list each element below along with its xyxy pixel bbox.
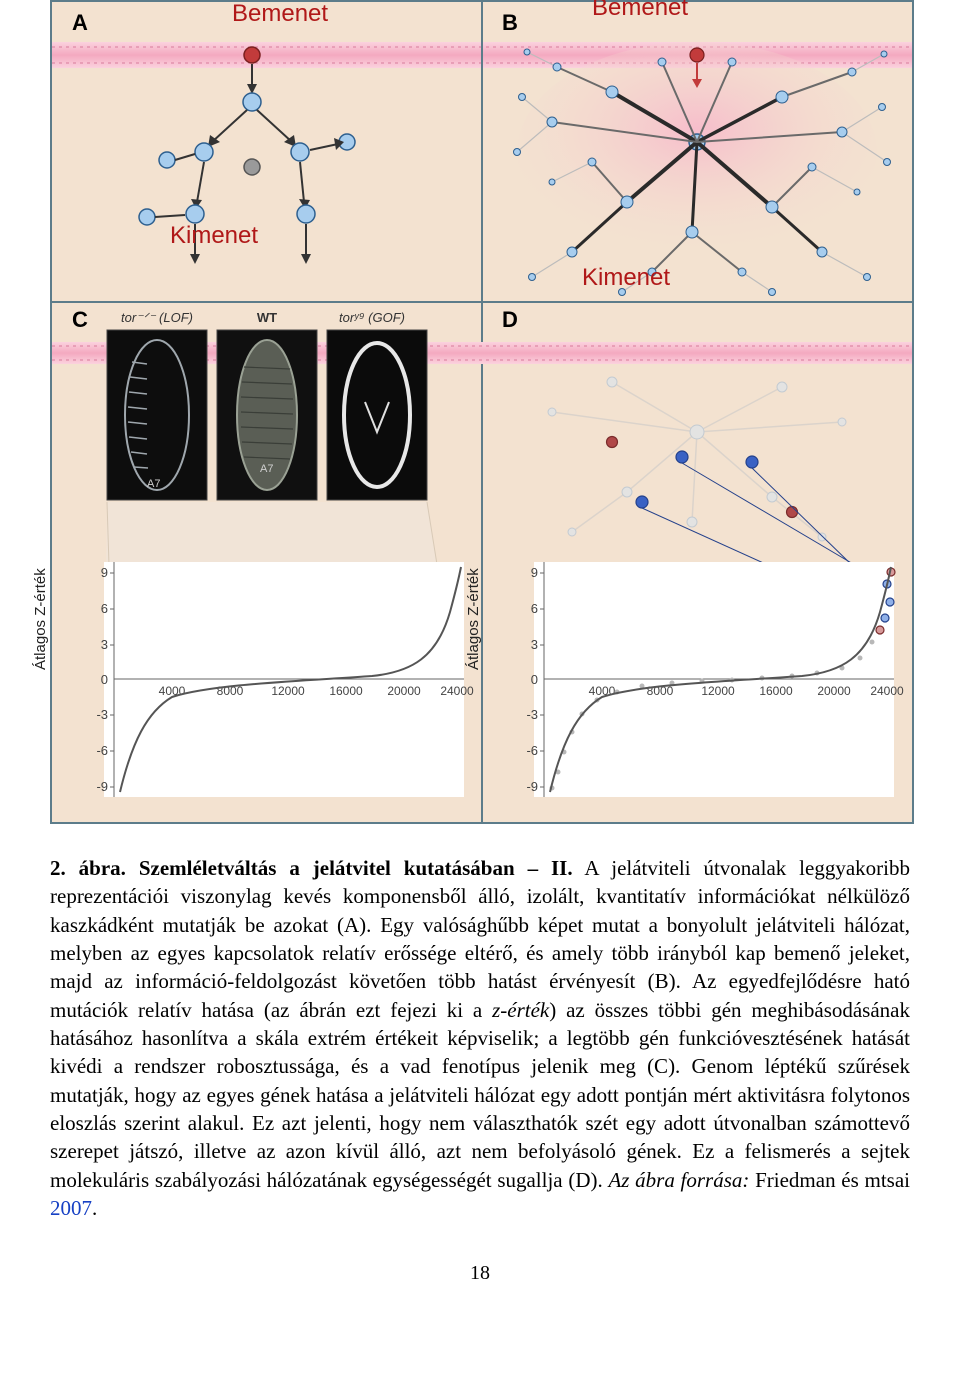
caption-lead: 2. ábra. Szemléletváltás a jelátvitel ku… [50, 856, 573, 880]
figure-panel: tor⁻ᐟ⁻ (LOF) WT torʸ⁹ (GOF) [50, 0, 914, 824]
svg-text:16000: 16000 [329, 684, 363, 698]
c-col-label-1: tor⁻ᐟ⁻ (LOF) [121, 310, 193, 325]
svg-text:0: 0 [531, 672, 538, 687]
panel-A-letter: A [72, 10, 88, 35]
figure-caption: 2. ábra. Szemléletváltás a jelátvitel ku… [50, 854, 910, 1222]
label-kimenet-A: Kimenet [170, 222, 258, 250]
panel-D-letter: D [502, 307, 518, 332]
svg-text:3: 3 [101, 637, 108, 652]
svg-text:6: 6 [531, 601, 538, 616]
svg-text:12000: 12000 [701, 684, 735, 698]
figure-svg: tor⁻ᐟ⁻ (LOF) WT torʸ⁹ (GOF) [52, 2, 912, 822]
svg-text:A7: A7 [260, 463, 273, 475]
c-col-label-2: WT [257, 310, 277, 325]
svg-text:16000: 16000 [759, 684, 793, 698]
svg-text:9: 9 [101, 565, 108, 580]
svg-text:-3: -3 [526, 707, 538, 722]
caption-source-prefix: Az ábra forrása: [608, 1168, 749, 1192]
label-kimenet-B: Kimenet [582, 264, 670, 292]
caption-z: z-érték [492, 998, 549, 1022]
svg-text:A7: A7 [147, 478, 160, 490]
c-col-label-3: torʸ⁹ (GOF) [339, 310, 405, 325]
svg-text:-6: -6 [526, 743, 538, 758]
svg-text:24000: 24000 [440, 684, 474, 698]
ylabel-C: Átlagos Z-érték [32, 510, 49, 670]
svg-text:12000: 12000 [271, 684, 305, 698]
panel-C-content: tor⁻ᐟ⁻ (LOF) WT torʸ⁹ (GOF) [96, 310, 474, 797]
caption-source-dot: . [92, 1196, 97, 1220]
ylabel-D: Átlagos Z-érték [465, 510, 482, 670]
svg-text:24000: 24000 [870, 684, 904, 698]
caption-source-year: 2007 [50, 1196, 92, 1220]
svg-text:-9: -9 [96, 779, 108, 794]
svg-text:-9: -9 [526, 779, 538, 794]
svg-text:-3: -3 [96, 707, 108, 722]
caption-body-2: ) az összes többi gén meghibásodásának h… [50, 998, 910, 1192]
svg-text:9: 9 [531, 565, 538, 580]
svg-text:20000: 20000 [387, 684, 421, 698]
label-bemenet-B: Bemenet [592, 0, 688, 22]
svg-text:3: 3 [531, 637, 538, 652]
svg-text:0: 0 [101, 672, 108, 687]
page-number: 18 [50, 1262, 910, 1285]
panel-B-letter: B [502, 10, 518, 35]
svg-text:-6: -6 [96, 743, 108, 758]
caption-source-text: Friedman és mtsai [749, 1168, 910, 1192]
svg-text:20000: 20000 [817, 684, 851, 698]
svg-text:6: 6 [101, 601, 108, 616]
panel-C-letter: C [72, 307, 88, 332]
label-bemenet-A: Bemenet [232, 0, 328, 28]
